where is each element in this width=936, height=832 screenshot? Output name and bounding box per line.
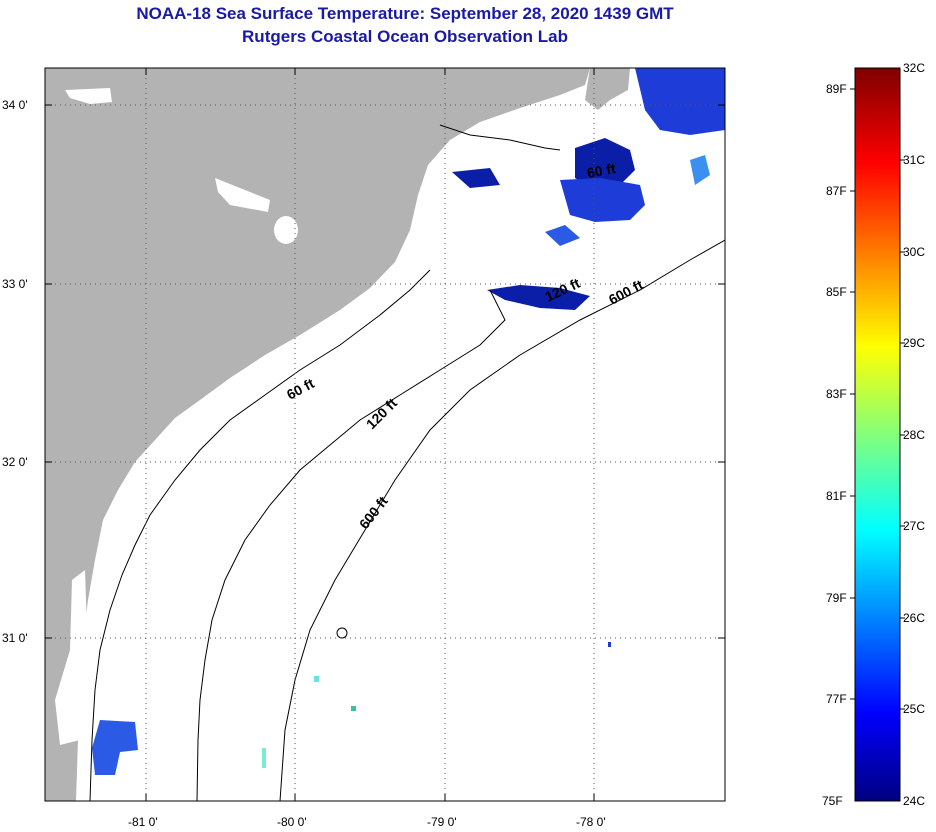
- colorbar-c-label: 28C: [903, 428, 926, 442]
- contour-600ft: [279, 239, 725, 801]
- map-title: NOAA-18 Sea Surface Temperature: Septemb…: [136, 4, 674, 23]
- colorbar-f-label: 75F: [822, 794, 843, 808]
- sst-patch: [575, 138, 635, 190]
- sst-patch: [452, 168, 500, 188]
- map-subtitle: Rutgers Coastal Ocean Observation Lab: [242, 27, 568, 46]
- contour-ring: [336, 627, 348, 639]
- sst-patch: [92, 720, 138, 775]
- colorbar-c-label: 30C: [903, 245, 926, 259]
- land-mass: [45, 68, 590, 801]
- colorbar: [854, 67, 901, 802]
- inland-lake: [274, 216, 298, 244]
- contour-label: 60 ft: [284, 375, 317, 403]
- lon-label: -79 0': [427, 815, 457, 829]
- sst-speck: [608, 642, 611, 647]
- colorbar-f-label: 81F: [826, 489, 847, 503]
- sst-speck: [314, 676, 319, 682]
- contour-label: 600 ft: [606, 276, 646, 307]
- sst-patch: [690, 155, 710, 185]
- colorbar-c-label: 27C: [903, 519, 926, 533]
- land-mass-north: [585, 68, 630, 110]
- contour-60ft: [89, 124, 561, 801]
- sst-patch: [487, 285, 590, 310]
- colorbar-c-label: 25C: [903, 702, 926, 716]
- contour-120ft: [196, 289, 506, 801]
- contour-label: 60 ft: [586, 160, 617, 181]
- contour-label: 600 ft: [356, 493, 391, 532]
- colorbar-f-label: 79F: [826, 591, 847, 605]
- lat-label: 31 0': [2, 631, 28, 645]
- colorbar-c-label: 31C: [903, 153, 926, 167]
- colorbar-c-label: 26C: [903, 611, 926, 625]
- sst-speck: [351, 706, 356, 711]
- colorbar-f-label: 77F: [826, 692, 847, 706]
- sst-patch: [560, 178, 645, 222]
- colorbar-f-label: 85F: [826, 285, 847, 299]
- colorbar-f-label: 89F: [826, 82, 847, 96]
- colorbar-c-label: 29C: [903, 336, 926, 350]
- colorbar-c-label: 24C: [903, 794, 926, 808]
- map-frame: [44, 67, 726, 802]
- sst-speck: [262, 748, 266, 768]
- colorbar-c-label: 32C: [903, 61, 926, 75]
- lon-label: -80 0': [277, 815, 307, 829]
- inland-lake: [215, 178, 270, 212]
- contour-label: 120 ft: [363, 395, 400, 432]
- lon-label: -81 0': [128, 815, 158, 829]
- coastal-strip: [55, 570, 88, 745]
- lon-label: -78 0': [576, 815, 606, 829]
- colorbar-f-label: 87F: [826, 184, 847, 198]
- colorbar-f-label: 83F: [826, 387, 847, 401]
- inland-lake: [65, 88, 112, 104]
- sst-patch: [635, 68, 725, 135]
- lat-label: 34 0': [2, 98, 28, 112]
- lat-label: 33 0': [2, 277, 28, 291]
- sst-patch: [545, 225, 580, 246]
- lat-label: 32 0': [2, 455, 28, 469]
